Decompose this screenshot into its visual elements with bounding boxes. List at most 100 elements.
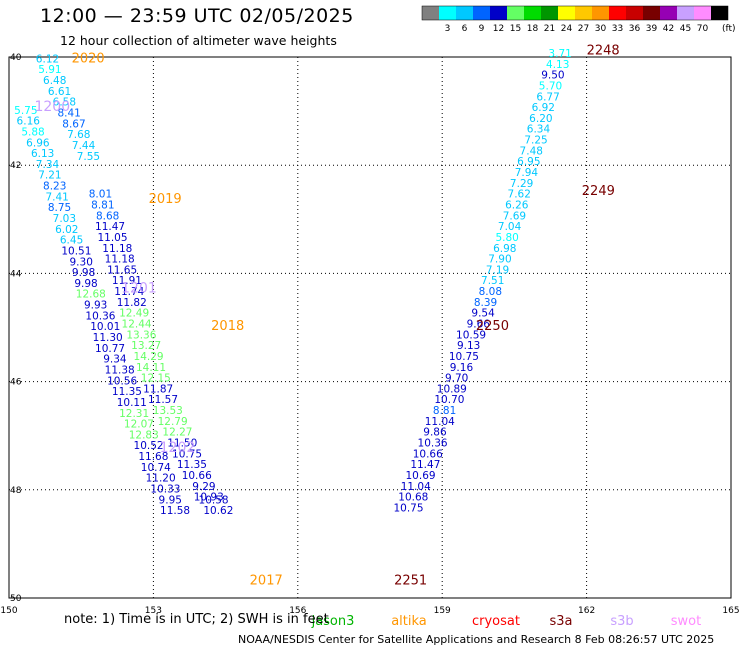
wave-height-value: 11.35 (112, 386, 142, 398)
wave-height-value: 13.36 (126, 329, 156, 341)
wave-height-value: 9.98 (74, 278, 97, 290)
y-tick-label: 48 (10, 486, 22, 496)
wave-height-value: 6.61 (48, 86, 71, 98)
wave-height-value: 6.92 (532, 102, 555, 114)
wave-height-value: 10.69 (406, 470, 436, 482)
pass-time-label: 2019 (149, 192, 182, 207)
wave-height-value: 12.68 (76, 289, 106, 301)
wave-height-value: 7.55 (77, 151, 100, 163)
wave-height-value: 11.47 (410, 459, 440, 471)
legend-bin-label: 6 (462, 24, 468, 34)
legend-bin-label: 70 (697, 24, 709, 34)
wave-height-value: 9.86 (423, 427, 447, 439)
wave-height-value: 11.30 (93, 332, 123, 344)
wave-height-value: 12.49 (119, 308, 149, 320)
legend-bin-label: 24 (561, 24, 573, 34)
wave-height-value: 8.75 (48, 202, 71, 214)
pass-overlay-label: 1202 (160, 440, 196, 456)
wave-height-value: 11.04 (401, 481, 431, 493)
wave-height-value: 8.01 (89, 189, 112, 201)
wave-height-value: 7.69 (503, 210, 526, 222)
legend-bin-label: 27 (578, 24, 589, 34)
legend-bin-label: 42 (663, 24, 674, 34)
legend-swatch (507, 6, 524, 20)
wave-height-value: 10.93 (194, 492, 224, 504)
map-subtitle: 12 hour collection of altimeter wave hei… (60, 33, 337, 48)
x-tick-label: 162 (578, 606, 595, 616)
wave-height-value: 12.27 (162, 427, 192, 439)
y-tick-label: 50 (10, 594, 22, 604)
wave-height-value: 7.21 (38, 170, 61, 182)
wave-height-value: 8.81 (91, 199, 114, 211)
wave-height-value: 10.77 (95, 343, 125, 355)
pass-time-label: 2251 (394, 573, 427, 588)
wave-height-value: 10.52 (134, 440, 164, 452)
wave-height-value: 6.58 (53, 97, 76, 109)
wave-height-value: 10.68 (398, 492, 428, 504)
wave-height-value: 7.44 (72, 140, 96, 152)
wave-height-value: 6.02 (55, 224, 78, 236)
wave-height-value: 9.29 (192, 481, 215, 493)
y-tick-label: 46 (10, 378, 22, 388)
legend-swatch (473, 6, 490, 20)
legend-swatch (422, 6, 439, 20)
wave-height-value: 7.25 (524, 135, 547, 147)
wave-height-value: 7.04 (498, 221, 522, 233)
wave-height-value: 10.75 (393, 502, 423, 514)
pass-time-label: 2250 (476, 319, 509, 334)
wave-height-value: 9.16 (450, 362, 474, 374)
wave-height-value: 8.81 (433, 405, 456, 417)
wave-height-value: 7.34 (36, 159, 60, 171)
wave-height-value: 8.23 (43, 181, 66, 193)
wave-height-value: 10.66 (182, 470, 212, 482)
satellite-name-s3b: s3b (610, 614, 633, 629)
wave-height-value: 5.80 (495, 232, 518, 244)
wave-height-value: 6.20 (529, 113, 552, 125)
wave-height-value: 10.36 (85, 310, 115, 322)
legend-swatch (524, 6, 541, 20)
legend-bin-label: 30 (595, 24, 607, 34)
pass-time-label: 2249 (582, 184, 615, 199)
wave-height-value: 5.75 (14, 105, 37, 117)
legend-swatch (575, 6, 592, 20)
wave-height-value: 5.91 (38, 64, 61, 76)
wave-height-value: 7.29 (510, 178, 533, 190)
wave-height-value: 12.83 (129, 429, 159, 441)
satellite-name-cryosat: cryosat (472, 614, 520, 629)
legend-swatch (609, 6, 626, 20)
note-text: note: 1) Time is in UTC; 2) SWH is in fe… (64, 612, 329, 627)
wave-height-value: 7.90 (488, 254, 511, 266)
wave-height-value: 6.98 (493, 243, 516, 255)
wave-height-value: 11.20 (146, 473, 176, 485)
wave-height-value: 9.66 (467, 319, 491, 331)
legend-bin-label: 3 (445, 24, 451, 34)
wave-height-value: 7.94 (515, 167, 539, 179)
wave-height-value: 14.29 (134, 351, 164, 363)
wave-height-value: 7.62 (508, 189, 531, 201)
footer-credit: NOAA/NESDIS Center for Satellite Applica… (238, 633, 715, 646)
wave-height-value: 11.82 (117, 297, 147, 309)
wave-height-value: 13.27 (131, 340, 161, 352)
wave-height-value: 7.48 (520, 145, 543, 157)
legend-bin-label: 39 (646, 24, 658, 34)
wave-height-value: 10.74 (141, 462, 171, 474)
legend-bin-label: 12 (493, 24, 504, 34)
wave-height-value: 11.58 (160, 505, 190, 517)
wave-height-value: 11.18 (105, 254, 135, 266)
wave-height-value: 11.68 (138, 451, 168, 463)
wave-height-value: 10.59 (456, 329, 486, 341)
wave-height-value: 11.47 (95, 221, 125, 233)
wave-height-value: 6.77 (536, 91, 559, 103)
legend-swatch (558, 6, 575, 20)
wave-height-value: 9.30 (70, 256, 93, 268)
wave-height-value: 10.75 (449, 351, 479, 363)
satellite-name-altika: altika (391, 614, 427, 629)
wave-height-value: 11.91 (112, 275, 142, 287)
legend-swatch (694, 6, 711, 20)
wave-height-value: 10.58 (199, 494, 229, 506)
wave-height-value: 10.51 (61, 245, 91, 257)
wave-height-value: 8.67 (62, 118, 85, 130)
satellite-name-s3a: s3a (549, 614, 572, 629)
wave-height-value: 10.75 (172, 448, 202, 460)
